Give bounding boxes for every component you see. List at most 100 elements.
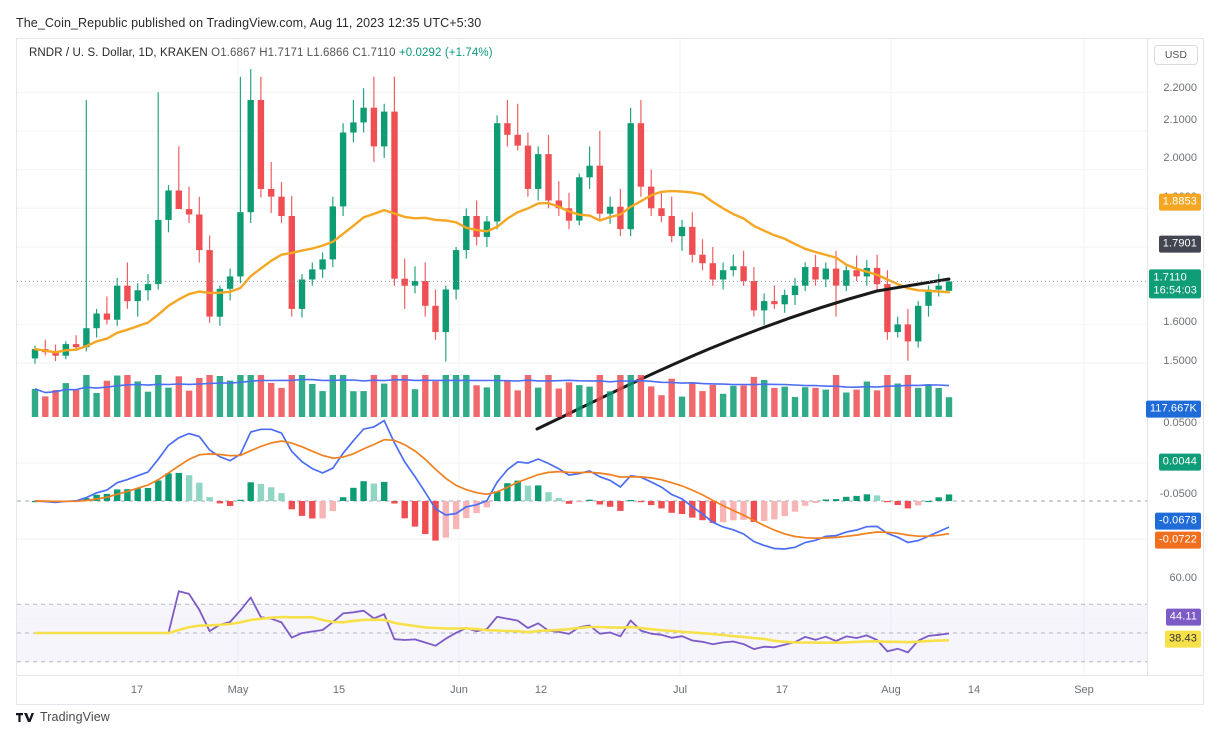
volume-bar <box>319 391 326 417</box>
macd-histogram-bar <box>268 487 275 501</box>
macd-histogram-bar <box>237 499 244 501</box>
legend-open-label: O <box>211 47 221 59</box>
moving-average-orange <box>33 189 951 354</box>
macd-histogram-bar <box>483 501 491 508</box>
currency-chip[interactable]: USD <box>1153 45 1198 65</box>
macd-histogram-bar <box>339 497 347 501</box>
candle-body <box>124 285 131 302</box>
candle-body <box>103 313 111 320</box>
candle-body <box>278 196 285 216</box>
candle-body <box>648 186 655 209</box>
candle-body <box>237 212 244 277</box>
macd-histogram-bar <box>391 501 398 504</box>
macd-histogram-bar <box>422 501 429 534</box>
candle-body <box>381 111 388 147</box>
macd-histogram-bar <box>586 499 593 501</box>
candle-body <box>350 122 357 133</box>
volume-bar <box>52 390 59 417</box>
rsi-tick: 60.00 <box>1169 572 1197 584</box>
volume-bar <box>257 375 265 417</box>
volume-bar <box>658 395 665 417</box>
volume-bar <box>452 375 460 417</box>
time-tick: 12 <box>534 684 548 696</box>
macd-histogram-bar <box>781 501 788 517</box>
volume-bar <box>894 383 901 417</box>
candle-body <box>155 219 162 285</box>
volume-bar <box>648 386 655 417</box>
volume-bar <box>761 380 768 417</box>
volume-bar <box>391 375 398 417</box>
macd-histogram-bar <box>134 488 141 501</box>
macd-histogram-bar <box>617 501 624 511</box>
price-axis[interactable]: USD 2.2000 2.1000 2.0000 1.9000 1.6000 1… <box>1145 39 1203 675</box>
volume-bar <box>114 375 121 417</box>
macd-histogram-bar <box>822 499 829 501</box>
macd-histogram-bar <box>401 501 408 519</box>
candle-body <box>730 266 737 271</box>
candle-body <box>945 281 953 291</box>
volume-bar <box>884 375 891 417</box>
macd-histogram-bar <box>329 501 336 512</box>
trendline-price-badge: 1.7901 <box>1158 235 1201 253</box>
volume-bar <box>62 383 69 417</box>
candle-body <box>689 226 696 255</box>
candle-body <box>545 154 552 201</box>
volume-bar <box>668 378 675 417</box>
macd-histogram-bar <box>319 501 326 519</box>
volume-bar <box>124 375 131 417</box>
time-axis[interactable]: 17 May 15 Jun 12 Jul 17 Aug 14 Sep <box>16 677 1204 705</box>
legend-low-value: 1.6866 <box>313 47 350 59</box>
macd-histogram-bar <box>257 483 265 501</box>
candle-body <box>309 269 316 280</box>
candle-body <box>719 270 727 280</box>
volume-bar <box>185 390 193 417</box>
macd-histogram-bar <box>791 501 799 512</box>
volume-bar <box>83 375 90 417</box>
volume-bar <box>678 396 686 417</box>
macd-histogram-bar <box>463 501 470 519</box>
candle-body <box>535 154 542 189</box>
candle-body <box>812 267 819 280</box>
macd-series <box>17 419 1148 550</box>
volume-bar <box>432 381 439 417</box>
volume-bar <box>175 376 182 417</box>
candle-body <box>329 206 336 260</box>
macd-histogram-bar <box>216 501 224 504</box>
time-tick: Jun <box>450 684 468 696</box>
tradingview-logo-icon <box>16 712 34 722</box>
macd-histogram-bar <box>658 501 665 509</box>
macd-histogram-bar <box>812 501 819 503</box>
macd-tick: -0.0500 <box>1159 488 1197 500</box>
volume-bar <box>617 375 624 417</box>
volume-bar <box>699 391 706 417</box>
macd-histogram-bar <box>514 480 521 501</box>
macd-histogram-bar <box>648 501 655 506</box>
macd-histogram-bar <box>802 501 809 506</box>
rsi-ma-badge: 38.43 <box>1164 630 1201 648</box>
candle-body <box>72 344 80 348</box>
candle-body <box>226 276 234 289</box>
volume-bar <box>411 389 419 417</box>
macd-line-badge: -0.0678 <box>1154 512 1201 530</box>
volume-bar <box>606 391 614 417</box>
plot-area[interactable] <box>17 39 1148 675</box>
macd-histogram-bar <box>226 501 234 506</box>
macd-histogram-bar <box>494 491 501 501</box>
candle-body <box>288 216 295 309</box>
candle-body <box>627 123 634 230</box>
volume-bar <box>535 387 542 417</box>
macd-histogram-bar <box>606 501 614 507</box>
legend-symbol[interactable]: RNDR / U. S. Dollar, 1D, KRAKEN <box>29 47 208 59</box>
macd-histogram-bar <box>853 495 860 501</box>
macd-histogram-bar <box>452 501 460 530</box>
volume-bar <box>843 392 850 417</box>
macd-histogram-bar <box>576 501 583 503</box>
time-tick: Aug <box>881 684 901 696</box>
candle-body <box>144 284 152 291</box>
last-price-badge: 1.7110 16:54:03 <box>1149 269 1201 299</box>
candle-body <box>514 134 521 146</box>
macd-histogram-bar <box>298 501 306 516</box>
candle-body <box>93 313 100 329</box>
candle-body <box>298 279 306 309</box>
volume-bar <box>750 376 758 417</box>
